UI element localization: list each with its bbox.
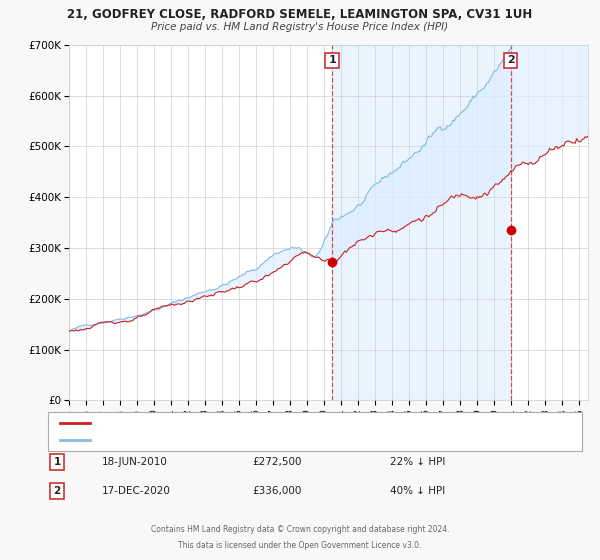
Text: Price paid vs. HM Land Registry's House Price Index (HPI): Price paid vs. HM Land Registry's House … [151,22,449,32]
Text: 2: 2 [53,486,61,496]
Text: Contains HM Land Registry data © Crown copyright and database right 2024.: Contains HM Land Registry data © Crown c… [151,525,449,534]
Text: 17-DEC-2020: 17-DEC-2020 [102,486,171,496]
Text: £336,000: £336,000 [252,486,301,496]
Text: 22% ↓ HPI: 22% ↓ HPI [390,457,445,467]
Text: 1: 1 [53,457,61,467]
Text: This data is licensed under the Open Government Licence v3.0.: This data is licensed under the Open Gov… [178,542,422,550]
Text: 21, GODFREY CLOSE, RADFORD SEMELE, LEAMINGTON SPA, CV31 1UH: 21, GODFREY CLOSE, RADFORD SEMELE, LEAMI… [67,8,533,21]
Text: HPI: Average price, detached house, Warwick: HPI: Average price, detached house, Warw… [96,435,287,444]
Text: 21, GODFREY CLOSE, RADFORD SEMELE, LEAMINGTON SPA, CV31 1UH (detached house): 21, GODFREY CLOSE, RADFORD SEMELE, LEAMI… [96,418,469,427]
Text: 40% ↓ HPI: 40% ↓ HPI [390,486,445,496]
Text: 2: 2 [507,55,515,66]
Text: £272,500: £272,500 [252,457,302,467]
Bar [332,45,511,400]
Text: 18-JUN-2010: 18-JUN-2010 [102,457,168,467]
Text: 1: 1 [328,55,336,66]
